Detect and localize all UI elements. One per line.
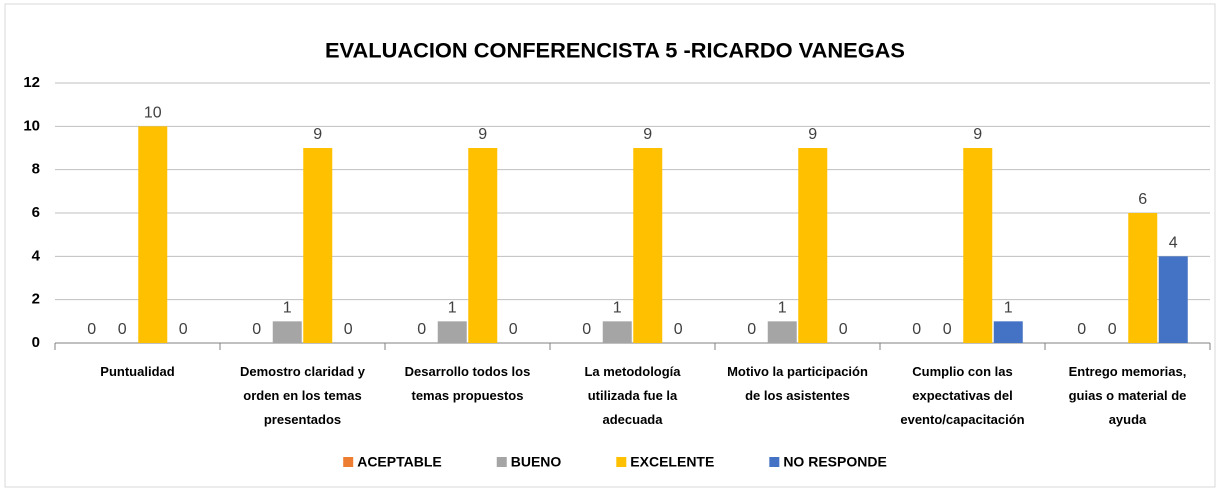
legend-label: EXCELENTE	[630, 454, 714, 470]
x-tick-label: Cumplio con las expectativas del evento/ca…	[900, 364, 1024, 427]
data-label: 0	[1108, 321, 1117, 338]
data-label: 1	[283, 300, 292, 317]
bar	[1158, 256, 1188, 343]
data-label: 0	[252, 321, 261, 338]
data-label: 0	[87, 321, 96, 338]
data-label: 10	[144, 105, 162, 122]
x-tick-label: Entrego memorias, guias o material de ayud…	[1069, 364, 1187, 427]
data-label: 9	[478, 126, 487, 143]
x-tick-label-line: expectativas del	[912, 388, 1012, 403]
x-tick-label-line: de los asistentes	[745, 388, 850, 403]
bar	[633, 148, 663, 343]
bar	[1128, 213, 1158, 343]
data-label: 6	[1138, 191, 1147, 208]
legend-swatch	[616, 457, 627, 467]
data-label: 0	[674, 321, 683, 338]
x-tick-label: Desarrollo todos los temas propuestos	[405, 364, 531, 403]
data-label: 1	[613, 300, 622, 317]
data-label: 1	[1004, 300, 1013, 317]
x-tick-label-line: guias o material de	[1069, 388, 1187, 403]
x-tick-label-line: ayuda	[1109, 412, 1147, 427]
data-label: 0	[582, 321, 591, 338]
bar	[993, 321, 1023, 343]
chart-title: EVALUACION CONFERENCISTA 5 -RICARDO VANE…	[325, 40, 905, 63]
bar	[767, 321, 797, 343]
data-label: 0	[179, 321, 188, 338]
data-label: 1	[448, 300, 457, 317]
x-tick-label-line: Cumplio con las	[912, 364, 1012, 379]
x-tick-label-line: La metodología	[584, 364, 681, 379]
x-tick-label-line: Demostro claridad y	[240, 364, 366, 379]
data-label: 0	[943, 321, 952, 338]
legend-swatch	[769, 457, 780, 467]
chart-border	[4, 3, 1216, 488]
legend-swatch	[343, 457, 354, 467]
bar	[437, 321, 467, 343]
data-label: 9	[808, 126, 817, 143]
data-label: 4	[1169, 235, 1178, 252]
bar	[798, 148, 828, 343]
legend-label: ACEPTABLE	[357, 454, 442, 470]
legend-label: BUENO	[511, 454, 562, 470]
x-tick-label: Demostro claridad y orden en los temas pre…	[240, 364, 366, 427]
data-label: 1	[778, 300, 787, 317]
bar	[468, 148, 498, 343]
data-label: 0	[912, 321, 921, 338]
bar	[272, 321, 302, 343]
bar	[963, 148, 993, 343]
y-tick-label: 2	[32, 291, 40, 308]
data-label: 0	[747, 321, 756, 338]
data-label: 0	[417, 321, 426, 338]
bar	[602, 321, 632, 343]
data-label: 9	[643, 126, 652, 143]
data-label: 0	[839, 321, 848, 338]
x-tick-label-line: evento/capacitación	[900, 412, 1024, 427]
x-tick-label-line: Entrego memorias,	[1069, 364, 1187, 379]
data-label: 0	[509, 321, 518, 338]
data-label: 0	[344, 321, 353, 338]
data-label: 0	[118, 321, 127, 338]
data-label: 9	[313, 126, 322, 143]
legend-swatch	[496, 457, 507, 467]
y-tick-label: 8	[32, 161, 40, 178]
data-label: 9	[973, 126, 982, 143]
x-tick-label: Puntualidad	[100, 364, 174, 379]
y-tick-label: 0	[32, 334, 40, 351]
x-tick-label-line: adecuada	[603, 412, 664, 427]
legend-label: NO RESPONDE	[783, 454, 886, 470]
bar	[303, 148, 333, 343]
bar	[138, 126, 168, 343]
x-tick-label-line: presentados	[264, 412, 341, 427]
x-tick-label-line: Desarrollo todos los	[405, 364, 531, 379]
y-tick-label: 12	[23, 74, 40, 91]
y-tick-label: 6	[32, 204, 40, 221]
x-tick-label-line: Puntualidad	[100, 364, 174, 379]
data-label: 0	[1077, 321, 1086, 338]
x-tick-label-line: orden en los temas	[243, 388, 361, 403]
y-tick-label: 4	[32, 247, 41, 264]
y-tick-label: 10	[23, 117, 40, 134]
x-tick-label-line: temas propuestos	[412, 388, 524, 403]
x-tick-label-line: utilizada fue la	[588, 388, 678, 403]
x-tick-label: La metodología utilizada fue la adecuada	[584, 364, 681, 427]
x-tick-label-line: Motivo la participación	[727, 364, 868, 379]
x-tick-label: Motivo la participación de los asistentes	[727, 364, 868, 403]
legend: ACEPTABLE BUENO EXCELENTE NO RESPONDE	[343, 454, 887, 470]
